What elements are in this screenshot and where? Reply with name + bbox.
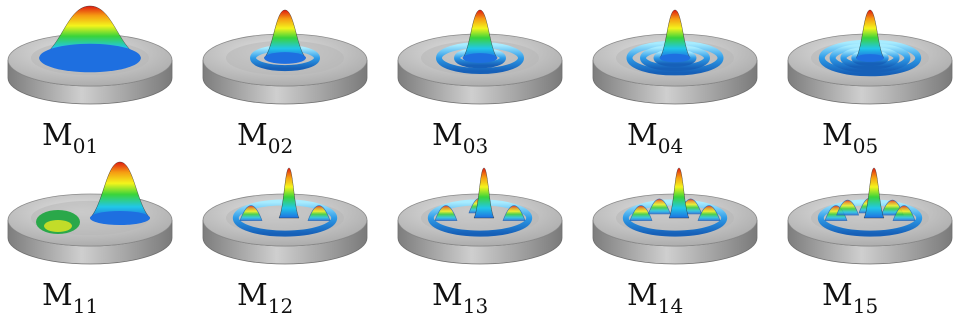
mode-lobe [629, 205, 653, 221]
mode-panel-m02 [202, 9, 368, 105]
mode-panel-m05 [787, 9, 953, 105]
peak-base [462, 53, 498, 63]
mode-label: M15 [822, 278, 878, 318]
mode-lobe [836, 199, 860, 216]
mode-label-subscript: 04 [658, 134, 683, 158]
mode-label-main: M [822, 278, 853, 313]
mode-label: M02 [237, 118, 293, 158]
mode-label-main: M [237, 118, 268, 153]
mode-label-main: M [42, 118, 73, 153]
mode-panel-m14 [592, 167, 758, 265]
peak-base [39, 43, 141, 73]
mode-peak [462, 9, 498, 59]
mode-label-main: M [42, 278, 73, 313]
mode-peak [39, 5, 141, 59]
mode-lobe [307, 205, 331, 221]
mode-peak [89, 161, 151, 219]
mode-label-subscript: 14 [658, 294, 683, 318]
mode-lobe [892, 205, 916, 221]
peak-base [264, 52, 306, 64]
mode-label: M13 [432, 278, 488, 318]
mode-panel-m03 [397, 9, 563, 105]
mode-panel-m13 [397, 167, 563, 265]
mode-label: M05 [822, 118, 878, 158]
mode-panel-m15 [787, 167, 953, 265]
mode-label: M11 [42, 278, 98, 318]
mode-peak [855, 9, 885, 59]
mode-label-subscript: 02 [268, 134, 293, 158]
mode-peak [863, 167, 885, 219]
mode-label: M14 [627, 278, 683, 318]
mode-label-subscript: 13 [463, 294, 488, 318]
mode-peak [278, 167, 300, 219]
mode-peak [668, 167, 690, 219]
mode-label-subscript: 05 [853, 134, 878, 158]
mode-label-main: M [822, 118, 853, 153]
mode-label: M01 [42, 118, 98, 158]
peak-base [659, 53, 691, 63]
mode-label-main: M [627, 118, 658, 153]
mode-peak [263, 9, 307, 59]
mode-lobe [697, 205, 721, 221]
mode-label: M04 [627, 118, 683, 158]
mode-label-subscript: 01 [73, 134, 98, 158]
mode-label-main: M [432, 278, 463, 313]
mode-label-subscript: 03 [463, 134, 488, 158]
peak-base [90, 211, 150, 225]
peak-base [856, 54, 884, 62]
mode-panel-m04 [592, 9, 758, 105]
mode-label: M12 [237, 278, 293, 318]
mode-trough-core [44, 220, 72, 232]
mode-lobe [239, 205, 263, 221]
mode-label-main: M [432, 118, 463, 153]
mode-label-subscript: 11 [73, 294, 98, 318]
mode-panel-m01 [7, 5, 173, 105]
mode-peak [473, 167, 495, 219]
mode-peak [659, 9, 691, 59]
mode-label-subscript: 15 [853, 294, 878, 318]
mode-lobe [502, 205, 526, 221]
mode-panel-m12 [202, 167, 368, 265]
mode-lobe [824, 205, 848, 221]
mode-label: M03 [432, 118, 488, 158]
mode-label-subscript: 12 [268, 294, 293, 318]
mode-lobe [434, 205, 458, 221]
mode-label-main: M [237, 278, 268, 313]
mode-label-main: M [627, 278, 658, 313]
mode-panel-m11 [7, 161, 173, 265]
